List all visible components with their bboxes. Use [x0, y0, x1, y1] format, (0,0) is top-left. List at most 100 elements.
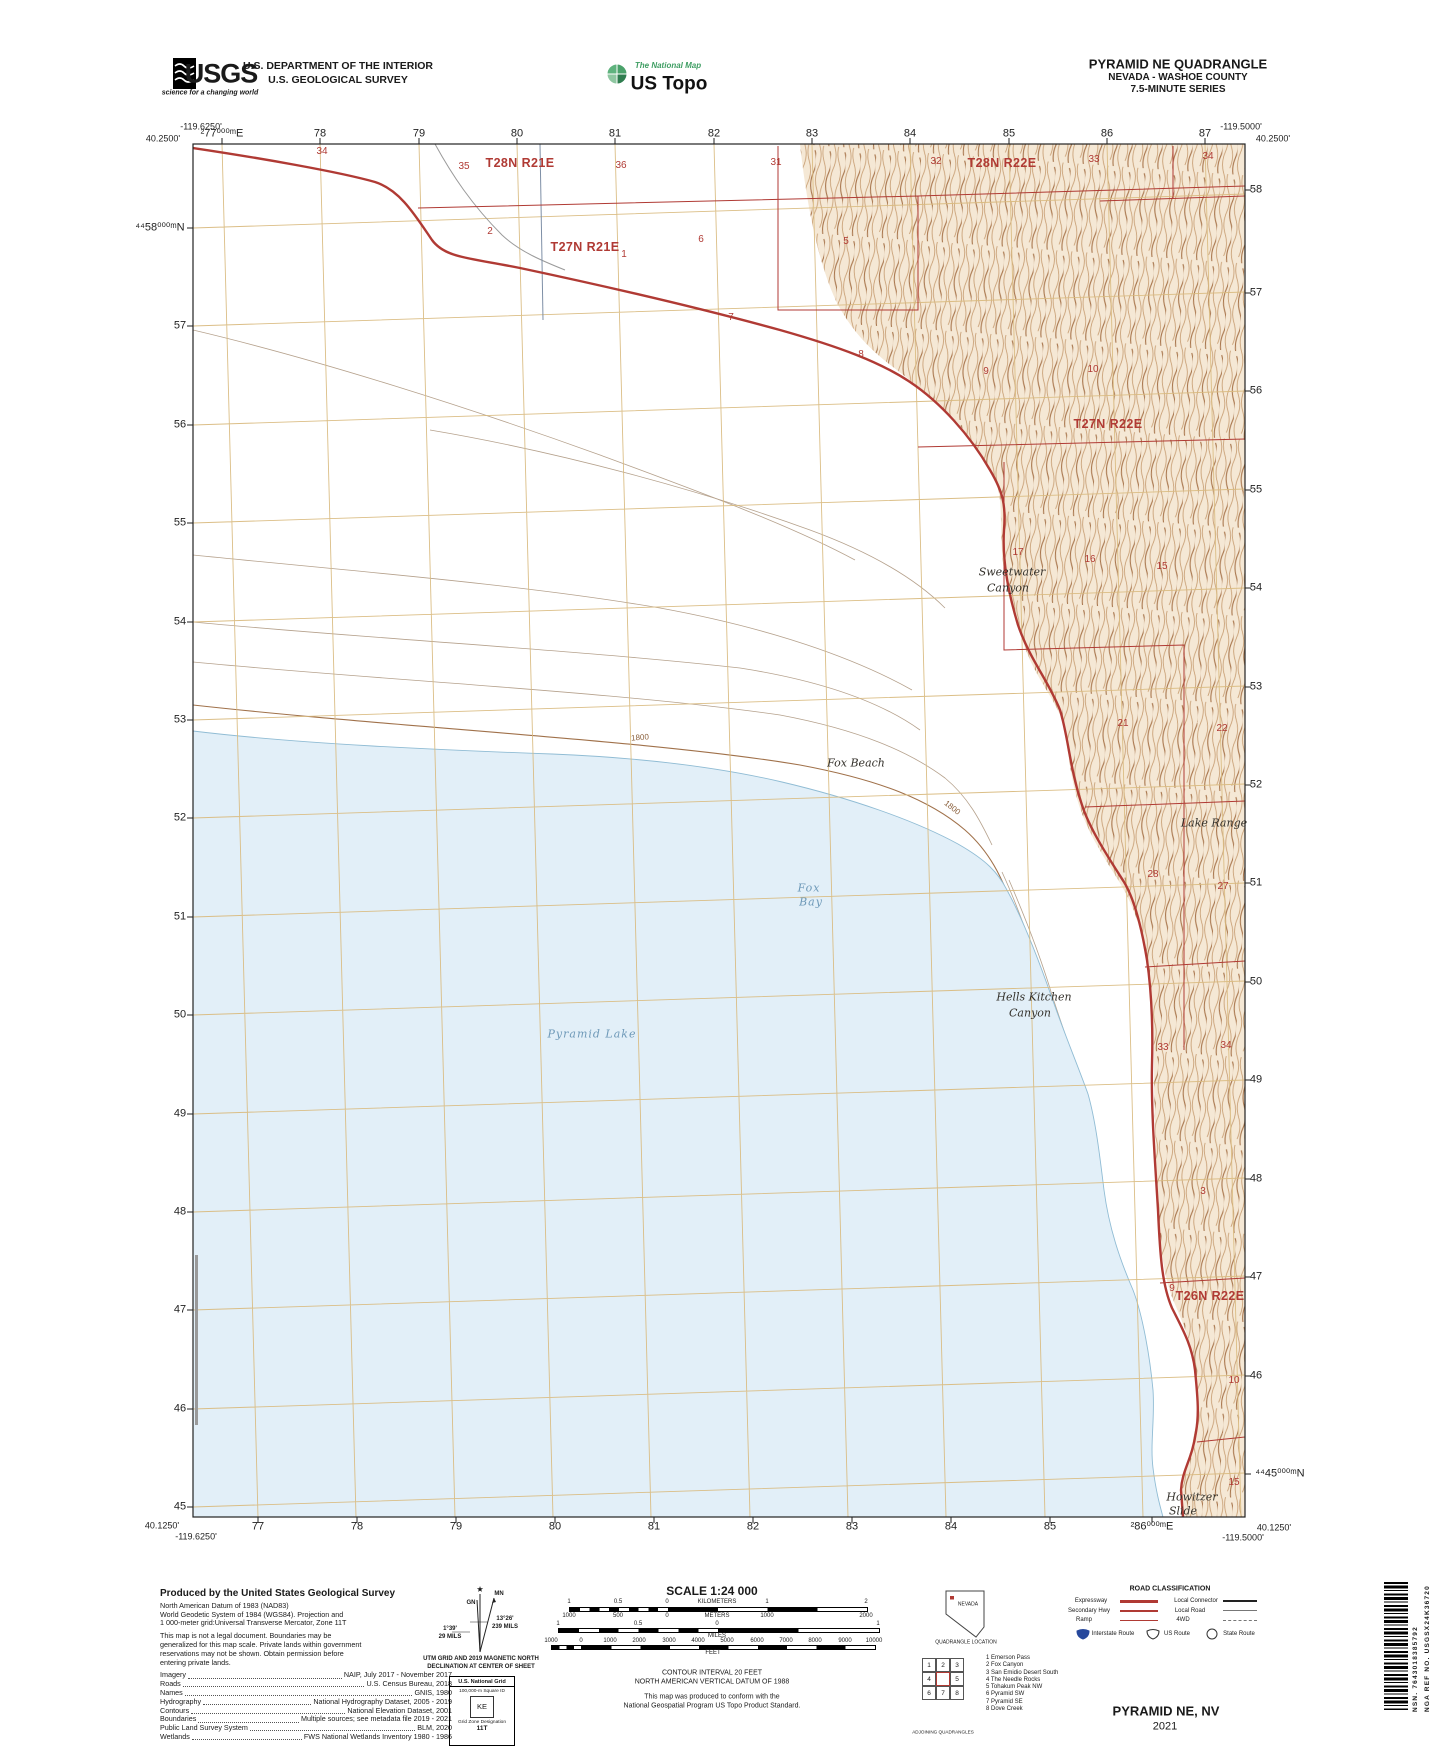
interstate-route-label: Interstate Route: [1091, 1631, 1135, 1637]
road-class-label: Local Connector: [1174, 1598, 1218, 1604]
scale-label: 1: [567, 1599, 571, 1605]
adjoining-name: 3 San Emidio Desert South: [986, 1669, 1059, 1676]
fourwd-line: [1223, 1620, 1257, 1621]
geological-survey-line: U.S. GEOLOGICAL SURVEY: [268, 73, 408, 86]
place-label: Canyon: [987, 581, 1029, 595]
grid-tick-label: 50: [173, 1008, 187, 1021]
edge-ticks: [187, 138, 1251, 1523]
dotted-leader: [191, 1712, 346, 1714]
section-lines: [417, 146, 1245, 1443]
scale-label: 8000: [808, 1638, 822, 1644]
grid-tick-label: 82: [707, 127, 721, 140]
section-number: 9: [983, 366, 989, 377]
grid-tick-label: 81: [608, 127, 622, 140]
source-value: BLM, 2020: [417, 1723, 452, 1733]
grid-tick-label: 56: [173, 418, 187, 431]
dotted-leader: [249, 1730, 416, 1732]
grid-tick-label: 79: [412, 127, 426, 140]
place-label: Lake Range: [1180, 816, 1248, 830]
section-number: 36: [615, 160, 627, 171]
water-label: Bay: [799, 895, 823, 909]
state-name: NEVADA: [957, 1601, 979, 1608]
corner-coordinate: -119.6250': [175, 1531, 217, 1542]
usng-gzd: 11T: [476, 1724, 488, 1732]
scale-label: 0.5: [613, 1599, 623, 1605]
gn-degrees: 1°39': [443, 1626, 457, 1632]
dotted-leader: [198, 1721, 299, 1723]
sheet-name: PYRAMID NE, NV: [1112, 1703, 1220, 1719]
grid-tick-label: 57: [1249, 286, 1263, 299]
quadrangle-title: PYRAMID NE QUADRANGLE: [1088, 56, 1268, 72]
grid-tick-label: 48: [173, 1205, 187, 1218]
scale-label: 1000: [562, 1613, 576, 1619]
adjoining-cell-center: [936, 1672, 950, 1686]
adjoining-name: 7 Pyramid SE: [986, 1698, 1023, 1705]
scale-label: 1: [765, 1599, 769, 1605]
section-number: 31: [770, 157, 782, 168]
grid-tick-label: 45: [173, 1500, 187, 1513]
grid-tick-label: 52: [173, 811, 187, 824]
datum-line: North American Datum of 1983 (NAD83): [160, 1600, 289, 1610]
scale-label: 9000: [838, 1638, 852, 1644]
grid-tick-label: 46: [173, 1402, 187, 1415]
quadrangle-series: 7.5-MINUTE SERIES: [1130, 84, 1226, 95]
us-route-shield-icon: [1146, 1629, 1160, 1640]
adjoining-grid: 1 2 3 4 5 6 7 8: [922, 1658, 964, 1700]
section-number: 22: [1216, 723, 1228, 734]
scale-label: 4000: [691, 1638, 705, 1644]
adjoining-cell: 8: [950, 1686, 964, 1700]
source-row: Public Land Survey System BLM, 2020: [160, 1723, 452, 1733]
grid-tick-label: 83: [805, 127, 819, 140]
grid-tick-label: 47: [1249, 1270, 1263, 1283]
state-route-label: State Route: [1223, 1631, 1255, 1637]
mn-degrees: 13°26': [496, 1616, 514, 1622]
section-number: 28: [1147, 869, 1159, 880]
grid-tick-label: 79: [449, 1520, 463, 1533]
place-label: Sweetwater: [978, 565, 1046, 579]
road-class-label: Ramp: [1075, 1617, 1093, 1623]
adjoining-caption: ADJOINING QUADRANGLES: [912, 1729, 974, 1735]
grid-tick-label: 51: [1249, 876, 1263, 889]
national-map-brand: The National Map: [634, 61, 702, 70]
section-number: 33: [1088, 154, 1100, 165]
usng-box: U.S. National Grid 100,000-m Square ID K…: [449, 1676, 515, 1746]
source-key: Wetlands: [160, 1731, 190, 1741]
section-number: 32: [930, 156, 942, 167]
feet-scale-bar: [551, 1645, 876, 1650]
produced-block: Produced by the United States Geological…: [160, 1588, 452, 1742]
ramp-line: [1120, 1620, 1158, 1621]
legal-line: reservations may not be shown. Obtain pe…: [160, 1648, 344, 1658]
produced-title: Produced by the United States Geological…: [160, 1588, 396, 1599]
magnetic-north-label: MN: [494, 1591, 504, 1597]
mountain-contour-field: [800, 144, 1245, 1517]
grid-tick-label: 55: [173, 516, 187, 529]
scale-label: 1000: [603, 1638, 617, 1644]
township-label: T27N R22E: [1073, 416, 1143, 431]
scale-label: 0: [665, 1613, 669, 1619]
main-road: [193, 146, 1199, 1517]
grid-tick-label: 85: [1002, 127, 1016, 140]
grid-tick-label: 53: [1249, 680, 1263, 693]
scale-label: 6000: [750, 1638, 764, 1644]
adjoining-cell: 3: [950, 1658, 964, 1672]
grid-north-label: GN: [466, 1600, 476, 1606]
vertical-datum-note: NORTH AMERICAN VERTICAL DATUM OF 1988: [634, 1678, 790, 1686]
interstate-shield-icon: [1076, 1629, 1090, 1640]
grid-tick-label: 51: [173, 910, 187, 923]
grid-tick-label: ⁴⁴58⁰⁰⁰ᵐN: [135, 221, 185, 234]
grid-tick-label: 77: [251, 1520, 265, 1533]
adjoining-name: 1 Emerson Pass: [986, 1655, 1031, 1661]
grid-tick-label: 83: [845, 1520, 859, 1533]
source-value: Multiple sources; see metadata file 2019…: [300, 1714, 452, 1724]
source-row: Roads U.S. Census Bureau, 2018: [160, 1679, 452, 1689]
grid-tick-label: 49: [1249, 1073, 1263, 1086]
corner-coordinate: 40.1250': [1256, 1522, 1292, 1533]
legal-line: entering private lands.: [160, 1657, 231, 1667]
section-number: 15: [1228, 1477, 1240, 1488]
scale-label: 3000: [662, 1638, 676, 1644]
township-label: T26N R22E: [1175, 1288, 1245, 1303]
source-value: NAIP, July 2017 - November 2017: [343, 1670, 452, 1680]
place-label: Hells Kitchen: [996, 990, 1072, 1004]
local-road-line: [1223, 1610, 1257, 1611]
